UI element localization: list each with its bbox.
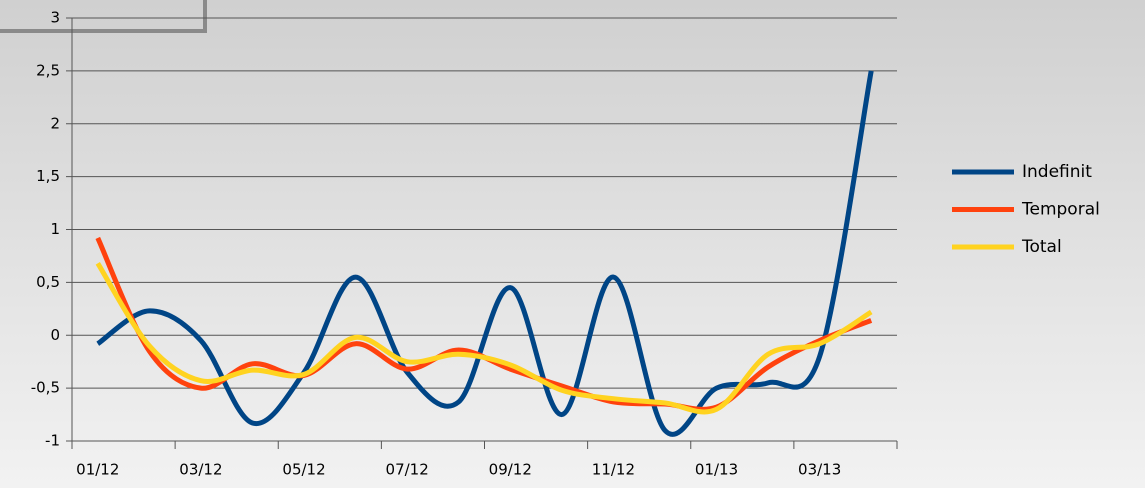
y-tick-label: 2,5 bbox=[36, 61, 60, 79]
y-tick-label: 1,5 bbox=[36, 167, 60, 185]
y-tick-label: 1 bbox=[50, 220, 60, 238]
y-tick-label: -1 bbox=[45, 432, 60, 450]
series-line bbox=[95, 262, 873, 415]
y-tick-label: -0,5 bbox=[31, 379, 60, 397]
x-tick-label: 03/12 bbox=[179, 461, 222, 479]
x-tick-label: 03/13 bbox=[798, 461, 841, 479]
x-tick-label: 01/12 bbox=[76, 461, 119, 479]
series-line bbox=[96, 70, 874, 437]
x-tick-label: 11/12 bbox=[592, 461, 635, 479]
frame-corner bbox=[0, 0, 207, 33]
y-tick-label: 0,5 bbox=[36, 273, 60, 291]
legend-label: Indefinit bbox=[1022, 162, 1092, 182]
y-tick-label: 0 bbox=[50, 326, 60, 344]
legend-label: Total bbox=[1021, 237, 1062, 257]
x-tick-label: 07/12 bbox=[386, 461, 429, 479]
y-tick-label: 3 bbox=[50, 9, 60, 27]
x-tick-label: 09/12 bbox=[489, 461, 532, 479]
x-tick-label: 01/13 bbox=[695, 461, 738, 479]
legend-label: Temporal bbox=[1021, 200, 1100, 220]
y-tick-label: 2 bbox=[50, 114, 60, 132]
x-tick-label: 05/12 bbox=[282, 461, 325, 479]
